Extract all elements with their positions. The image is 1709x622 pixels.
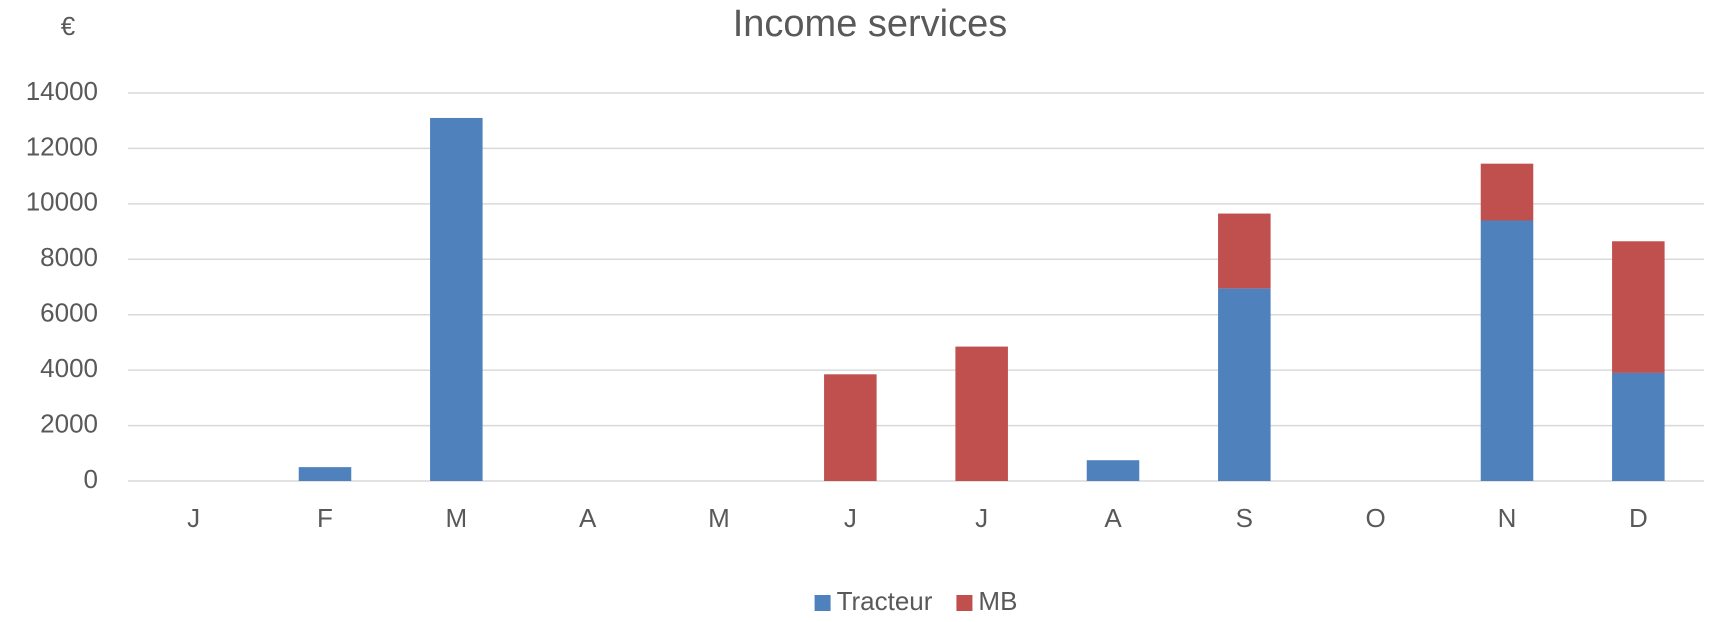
bar [298,467,352,481]
bar [1480,220,1534,481]
bar [1086,460,1140,481]
y-tick-label: 10000 [26,187,98,217]
x-tick-label: J [844,503,857,533]
legend-swatch [956,595,973,611]
x-tick-label: J [187,503,200,533]
x-tick-label: A [579,503,597,533]
y-tick-label: 0 [84,464,98,494]
x-tick-label: N [1498,503,1517,533]
legend-item: Tracteur [814,586,933,616]
legend-label: MB [978,586,1017,616]
y-tick-label: 8000 [40,242,98,272]
y-tick-label: 4000 [40,353,98,383]
legend-swatch [814,595,831,611]
bar [1218,288,1271,481]
legend-item: MB [956,586,1017,616]
bar [1612,372,1665,481]
x-tick-label: D [1629,503,1648,533]
bar [824,374,877,481]
bar [955,346,1008,481]
y-axis-label: € [61,11,76,41]
bar [1612,241,1665,373]
y-tick-label: 12000 [26,131,98,161]
y-tick-label: 14000 [26,76,98,106]
x-tick-label: M [445,503,467,533]
legend-label: Tracteur [837,586,933,616]
x-tick-label: F [317,503,333,533]
x-tick-label: J [975,503,988,533]
x-tick-label: S [1236,503,1253,533]
bar [1218,213,1271,289]
bar [430,117,483,481]
y-tick-label: 2000 [40,408,98,438]
bar [1480,163,1534,221]
x-tick-label: M [708,503,730,533]
y-tick-label: 6000 [40,298,98,328]
x-tick-label: O [1366,503,1386,533]
x-tick-label: A [1104,503,1122,533]
chart-title: Income services [733,3,1008,45]
